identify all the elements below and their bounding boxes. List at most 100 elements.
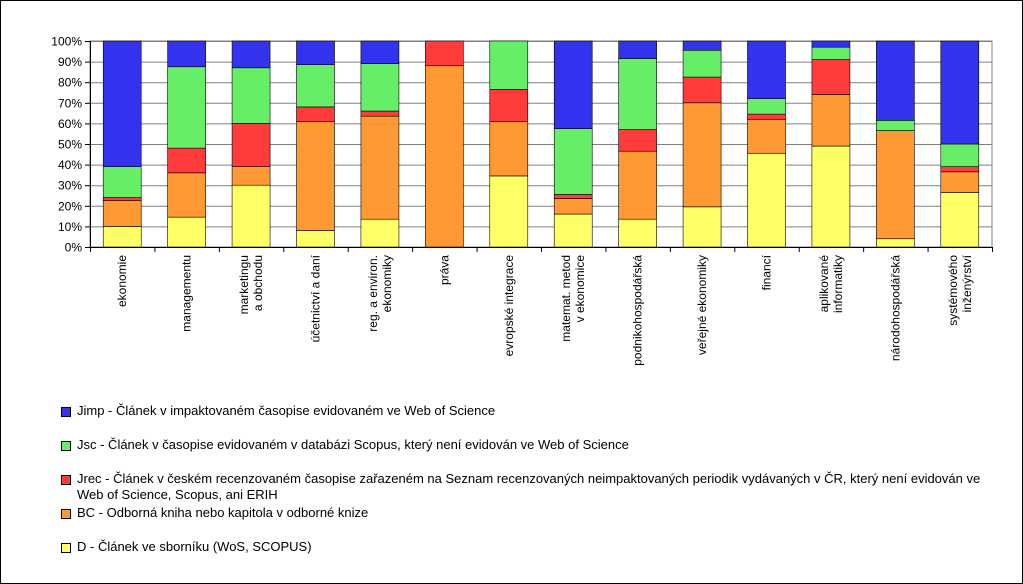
bar-segment [811,94,851,147]
bar-segment [360,63,400,112]
bar-segment [489,89,529,122]
legend-swatch [61,543,71,553]
category-label: veřejné ekonomiky [695,255,709,355]
bar-segment [618,40,657,59]
bar-segment [167,147,206,174]
bar-segment [167,66,206,149]
bar-segment [360,110,400,117]
y-tick-label: 100% [51,35,82,49]
bar-segment [618,129,657,152]
bar-segment [811,46,851,60]
bar-segment [231,123,271,167]
category-label: marketingua obchodu [237,255,265,314]
bar-segment [940,166,980,173]
legend-label: Jimp - Článek v impaktovaném časopise ev… [77,403,496,418]
bar-segment [876,120,915,131]
bar-segment [102,40,142,167]
bar-segment [811,145,851,248]
bar-segment [360,40,400,64]
bar-segment [102,226,142,248]
y-tick-label: 50% [58,138,82,152]
bar-segment [747,98,786,115]
bar-segment [489,40,529,90]
y-tick-label: 80% [58,76,82,90]
bar-segment [360,218,400,248]
category-label: podnikohospodářská [631,255,645,366]
legend-label: BC - Odborná kniha nebo kapitola v odbor… [77,505,369,520]
y-tick-label: 0% [65,241,83,255]
bar-segment [553,198,593,215]
bar-segment [811,59,851,95]
legend-item: D - Článek ve sborníku (WoS, SCOPUS) [61,539,1001,555]
bar-segment [360,115,400,220]
bar-segment [553,213,593,248]
bar-segment [747,118,786,154]
bar-segment [425,65,464,248]
legend-label: Jsc - Článek v časopise evidovaném v dat… [77,437,629,452]
bar-segment [231,184,271,248]
bar-segment [296,106,335,122]
legend-swatch [61,407,71,417]
bar-segment [682,76,722,104]
bar-segment [296,64,335,108]
bar-segment [747,113,786,120]
bar-segment [231,166,271,186]
bar-segment [296,230,335,248]
bar-segment [876,238,915,248]
stacked-bar-chart: 0% 10% 20% 30% 40% 50% 60% 70% 80% 90% 100% ekonomi… [51,35,993,366]
bar-segment [553,128,593,195]
bar-segment [682,102,722,208]
bar-segment [682,206,722,248]
bar-segment [682,49,722,78]
legend-item: Jimp - Článek v impaktovaném časopise ev… [61,403,1001,419]
bar-segment [167,172,206,218]
y-tick-label: 70% [58,96,82,110]
bar-segment [231,40,271,69]
category-label: matemat. metodv ekonomice [559,255,587,342]
bar-segment [102,166,142,198]
bar-segment [618,150,657,220]
bar-segment [102,200,142,227]
bar-segment [296,121,335,231]
y-tick-label: 90% [58,55,82,69]
legend-label: Jrec - Článek v českém recenzovaném časo… [77,471,981,502]
y-tick-label: 20% [58,199,82,213]
bar-segment [682,40,722,51]
bar-segment [940,40,980,145]
bar-segment [940,143,980,167]
y-tick-label: 30% [58,179,82,193]
legend-item: Jsc - Článek v časopise evidovaném v dat… [61,437,1001,453]
y-tick-label: 10% [58,220,82,234]
category-label: národohospodářská [888,255,902,361]
bar-segment [102,197,142,201]
bar-segment [876,40,915,121]
bar-segment [553,194,593,199]
bar-segment [489,121,529,177]
bar-segment [231,67,271,124]
legend-swatch [61,509,71,519]
bar-segment [167,40,206,68]
y-tick-label: 60% [58,117,82,131]
legend-swatch [61,441,71,451]
category-label: evropské integrace [502,255,516,357]
bar-segment [618,218,657,248]
bar-segment [425,40,464,67]
legend-label: D - Článek ve sborníku (WoS, SCOPUS) [77,539,312,554]
bar-segment [940,171,980,193]
category-label: práva [437,255,451,285]
category-label: ekonomie [115,255,129,307]
bar-segment [296,40,335,65]
bar-segment [940,192,980,248]
bar-segment [553,40,593,129]
category-label: aplikovanéinformatiky [817,255,845,313]
category-label: managementu [180,255,194,332]
category-label: reg. a environ.ekonomiky [366,255,394,332]
category-label: systémovéhoinženýrství [946,254,974,325]
bar-segment [618,58,657,130]
legend-item: BC - Odborná kniha nebo kapitola v odbor… [61,505,1001,521]
category-label: účetnictví a daní [309,254,323,342]
legend-item: Jrec - Článek v českém recenzovaném časo… [61,471,1001,503]
bar-segment [811,40,851,48]
category-label: financí [760,254,774,290]
bar-segment [747,152,786,248]
